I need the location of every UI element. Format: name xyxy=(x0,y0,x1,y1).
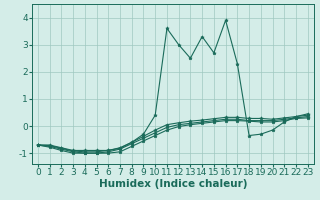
X-axis label: Humidex (Indice chaleur): Humidex (Indice chaleur) xyxy=(99,179,247,189)
